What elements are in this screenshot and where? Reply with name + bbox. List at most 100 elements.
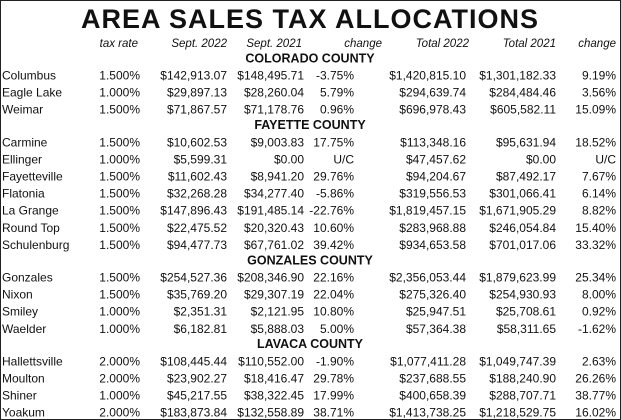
cell: $183,873.84 (160, 406, 227, 420)
cell: 6.14% (582, 187, 616, 201)
cell: 2.000% (99, 406, 140, 420)
city-name: Round Top (2, 221, 60, 235)
cell: $237,688.55 (399, 371, 466, 385)
cell: $288,707.71 (489, 389, 556, 403)
cell: $71,867.57 (167, 103, 227, 117)
cell: $20,320.43 (244, 221, 304, 235)
cell: $1,413,738.25 (389, 406, 466, 420)
column-header: tax rate (100, 38, 138, 50)
county-heading: GONZALES COUNTY (247, 253, 373, 267)
table-title: AREA SALES TAX ALLOCATIONS (81, 4, 539, 34)
cell: 29.76% (313, 169, 354, 183)
cell: $1,819,457.15 (389, 204, 466, 218)
cell: $38,322.45 (244, 389, 304, 403)
county-heading: COLORADO COUNTY (245, 51, 375, 65)
city-name: La Grange (2, 204, 59, 218)
cell: 16.02% (575, 406, 616, 420)
city-name: Moulton (2, 371, 45, 385)
cell: -22.76% (309, 204, 354, 218)
cell: 1.500% (99, 204, 140, 218)
cell: 22.16% (313, 270, 354, 284)
cell: -5.86% (316, 187, 354, 201)
cell: $5,599.31 (174, 152, 228, 166)
cell: $284,484.46 (489, 86, 556, 100)
cell: 25.34% (575, 270, 616, 284)
city-name: Weimar (2, 103, 43, 117)
cell: $1,671,905.29 (479, 204, 556, 218)
cell: $94,204.67 (406, 169, 466, 183)
county-heading: FAYETTE COUNTY (254, 118, 366, 132)
cell: 1.000% (99, 152, 140, 166)
city-name: Waelder (2, 322, 46, 336)
column-header: Total 2022 (416, 38, 470, 50)
cell: $29,307.19 (244, 288, 304, 302)
cell: $246,054.84 (489, 221, 556, 235)
cell: 8.82% (582, 204, 616, 218)
city-name: Ellinger (2, 152, 42, 166)
cell: 7.67% (582, 169, 616, 183)
cell: $108,445.44 (160, 354, 227, 368)
city-name: Smiley (2, 305, 38, 319)
cell: 1.000% (99, 305, 140, 319)
city-name: Columbus (2, 68, 56, 82)
cell: $45,217.55 (167, 389, 227, 403)
cell: $934,653.58 (399, 238, 466, 252)
cell: $23,902.27 (167, 371, 227, 385)
cell: 9.19% (582, 68, 616, 82)
cell: 1.000% (99, 86, 140, 100)
cell: $95,631.94 (496, 135, 556, 149)
cell: $301,066.41 (489, 187, 556, 201)
cell: 2.000% (99, 371, 140, 385)
column-header: change (344, 38, 382, 50)
cell: 10.60% (313, 221, 354, 235)
cell: $208,346.90 (237, 270, 304, 284)
cell: 38.77% (575, 389, 616, 403)
cell: $188,240.90 (489, 371, 556, 385)
cell: $2,351.31 (174, 305, 228, 319)
cell: 29.78% (313, 371, 354, 385)
cell: $1,218,529.75 (479, 406, 556, 420)
column-header: Sept. 2021 (246, 38, 302, 50)
cell: $294,639.74 (399, 86, 466, 100)
cell: $147,896.43 (160, 204, 227, 218)
cell: $67,761.02 (244, 238, 304, 252)
column-header: change (578, 38, 616, 50)
cell: 1.000% (99, 322, 140, 336)
cell: $58,311.65 (497, 322, 556, 336)
city-name: Gonzales (2, 270, 53, 284)
cell: 1.000% (99, 389, 140, 403)
column-header: Total 2021 (503, 38, 556, 50)
cell: $34,277.40 (244, 187, 304, 201)
city-name: Fayetteville (2, 169, 63, 183)
cell: 39.42% (313, 238, 354, 252)
cell: $142,913.07 (160, 68, 227, 82)
cell: $35,769.20 (167, 288, 227, 302)
cell: $1,301,182.33 (479, 68, 556, 82)
cell: $254,930.93 (489, 288, 556, 302)
cell: $25,947.51 (406, 305, 466, 319)
cell: 1.500% (99, 270, 140, 284)
cell: $29,897.13 (167, 86, 227, 100)
cell: $8,941.20 (251, 169, 305, 183)
cell: 33.32% (575, 238, 616, 252)
cell: $94,477.73 (167, 238, 227, 252)
cell: $701,017.06 (489, 238, 556, 252)
cell: $275,326.40 (399, 288, 466, 302)
cell: $283,968.88 (399, 221, 466, 235)
cell: $1,077,411.28 (390, 354, 466, 368)
cell: 1.500% (99, 187, 140, 201)
cell: $11,602.43 (168, 169, 227, 183)
cell: 0.92% (582, 305, 616, 319)
cell: 3.56% (582, 86, 616, 100)
cell: $87,492.17 (496, 169, 556, 183)
cell: $0.00 (526, 152, 556, 166)
cell: $1,420,815.10 (389, 68, 466, 82)
cell: 17.99% (313, 389, 354, 403)
city-name: Nixon (2, 288, 33, 302)
cell: $132,558.89 (237, 406, 304, 420)
cell: $28,260.04 (244, 86, 304, 100)
cell: 1.500% (99, 288, 140, 302)
cell: 18.52% (575, 135, 616, 149)
column-header: Sept. 2022 (171, 38, 227, 50)
